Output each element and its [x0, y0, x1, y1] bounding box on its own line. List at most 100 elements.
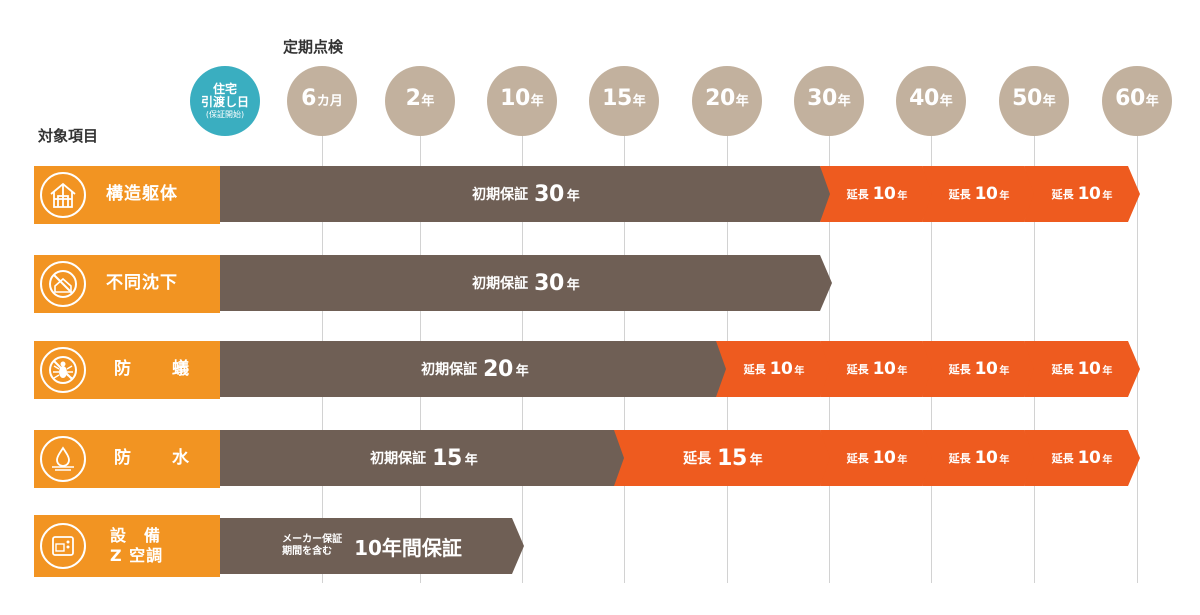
ext-text: 延長 [846, 452, 869, 465]
tick-num: 15 [602, 86, 632, 111]
ext-num: 10 [872, 359, 896, 379]
ext-num: 10 [974, 184, 998, 204]
tick-num: 50 [1012, 86, 1042, 111]
row-label-equipment: 設 備 Z 空調 [34, 515, 220, 577]
timeline-line [1137, 135, 1138, 583]
tick-20-years: 20 年 [692, 66, 762, 136]
items-header: 対象項目 [38, 127, 99, 145]
extension-bar: 延長 10 年 [820, 430, 934, 486]
ext-unit: 年 [1102, 365, 1113, 377]
extension-bar: 延長 10 年 [820, 341, 934, 397]
ext-unit: 年 [1102, 190, 1113, 202]
maker-note-line1: メーカー保証 [282, 533, 343, 545]
ext-text: 延長 [1051, 363, 1074, 376]
extension-bar: 延長 10 年 [922, 341, 1036, 397]
tick-num: 2 [405, 86, 421, 111]
appliance-icon [40, 523, 86, 569]
row-label-text: 構造躯体 [106, 184, 178, 205]
row-label-text: 設 備 Z 空調 [110, 526, 163, 566]
tick-num: 30 [807, 86, 837, 111]
no-subsidence-icon [40, 261, 86, 307]
ext-unit: 年 [1102, 454, 1113, 466]
row-label-termite: 防 蟻 [34, 341, 220, 399]
extension-bar: 延長 10 年 [1024, 341, 1140, 397]
extension-bar: 延長 10 年 [1024, 166, 1140, 222]
handover-start-circle: 住宅 引渡し日 (保証開始) [190, 66, 260, 136]
tick-unit: 年 [421, 94, 435, 109]
warranty-num: 20 [483, 356, 513, 382]
ext-text: 延長 [743, 363, 766, 376]
tick-10-years: 10 年 [487, 66, 557, 136]
warranty-num: 15 [432, 445, 462, 471]
ext-text: 延長 [1051, 452, 1074, 465]
tick-50-years: 50 年 [999, 66, 1069, 136]
row-label-subsidence: 不同沈下 [34, 255, 220, 313]
warranty-num: 30 [534, 181, 564, 207]
warranty-num: 30 [534, 270, 564, 296]
warranty-unit: 年 [566, 277, 580, 293]
maker-note: メーカー保証 期間を含む [282, 534, 342, 559]
waterdrop-icon [40, 436, 86, 482]
extension-bar: 延長 10 年 [922, 430, 1036, 486]
ext-num: 10 [1077, 359, 1101, 379]
ext-num: 15 [717, 445, 747, 471]
maker-warranty-text: 10年間保証 [354, 535, 462, 560]
tick-unit: 年 [735, 94, 749, 109]
row-label-waterproof: 防 水 [34, 430, 220, 488]
warranty-unit: 年 [566, 188, 580, 204]
ext-text: 延長 [1051, 188, 1074, 201]
tick-num: 6 [301, 86, 316, 111]
ext-unit: 年 [999, 365, 1010, 377]
ext-num: 10 [1077, 184, 1101, 204]
row-label-line1: 設 備 [110, 526, 162, 545]
ext-unit: 年 [897, 365, 908, 377]
tick-40-years: 40 年 [896, 66, 966, 136]
tick-unit: 年 [837, 94, 851, 109]
house-frame-icon [40, 172, 86, 218]
warranty-text: 初期保証 [370, 451, 427, 467]
maker-warranty-bar: メーカー保証 期間を含む 10年間保証 [220, 518, 524, 574]
maker-note-line2: 期間を含む [282, 546, 333, 557]
warranty-text: 初期保証 [472, 187, 529, 203]
warranty-unit: 年 [464, 452, 478, 468]
initial-warranty-bar: 初期保証 30 年 [220, 255, 832, 311]
row-label-text: 防 蟻 [114, 359, 201, 380]
warranty-unit: 年 [515, 363, 529, 379]
tick-unit: 年 [1042, 94, 1056, 109]
row-label-structure: 構造躯体 [34, 166, 220, 224]
inspection-header: 定期点検 [283, 38, 344, 56]
start-line3: (保証開始) [205, 110, 245, 120]
ext-unit: 年 [794, 365, 805, 377]
ext-unit: 年 [749, 452, 763, 468]
ext-text: 延長 [683, 451, 712, 467]
warranty-text: 初期保証 [421, 362, 478, 378]
tick-15-years: 15 年 [589, 66, 659, 136]
start-line2: 引渡し日 [200, 95, 249, 110]
tick-6-months: 6 カ月 [287, 66, 357, 136]
ext-unit: 年 [897, 454, 908, 466]
initial-warranty-bar: 初期保証 30 年 [220, 166, 832, 222]
ext-num: 10 [974, 448, 998, 468]
ext-num: 10 [1077, 448, 1101, 468]
tick-30-years: 30 年 [794, 66, 864, 136]
tick-num: 20 [705, 86, 735, 111]
ext-num: 10 [872, 184, 896, 204]
tick-num: 40 [909, 86, 939, 111]
tick-unit: 年 [939, 94, 953, 109]
termite-icon [40, 347, 86, 393]
ext-text: 延長 [846, 188, 869, 201]
ext-text: 延長 [948, 452, 971, 465]
extension-bar: 延長 10 年 [820, 166, 934, 222]
ext-num: 10 [769, 359, 793, 379]
extension-bar: 延長 10 年 [922, 166, 1036, 222]
tick-60-years: 60 年 [1102, 66, 1172, 136]
ext-unit: 年 [999, 190, 1010, 202]
tick-unit: 年 [1145, 94, 1159, 109]
tick-unit: 年 [632, 94, 646, 109]
tick-unit: 年 [530, 94, 544, 109]
ext-unit: 年 [999, 454, 1010, 466]
start-line1: 住宅 [212, 81, 237, 96]
initial-warranty-bar: 初期保証 15 年 [220, 430, 628, 486]
warranty-text: 初期保証 [472, 276, 529, 292]
